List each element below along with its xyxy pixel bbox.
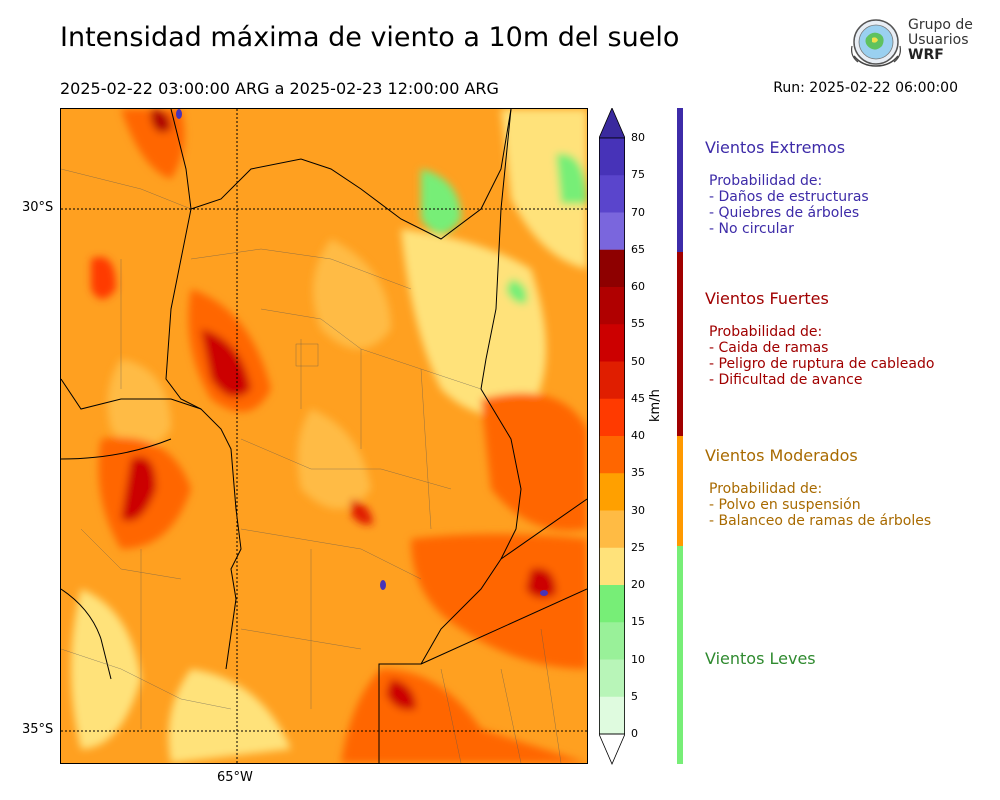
category-items: - Polvo en suspensión - Balanceo de rama… [705,497,931,529]
logo-text-wrf: WRF [908,47,944,63]
category-item: - Polvo en suspensión [709,497,861,513]
light-category-bar [677,546,683,764]
category-item: - Daños de estructuras [709,189,869,205]
colorbar-segment [599,547,625,586]
colorbar-segment [599,659,625,698]
category-strong: Vientos Fuertes Probabilidad de: - Caida… [705,289,934,388]
colorbar-segment [599,398,625,437]
globe-logo-icon [851,19,901,67]
category-title: Vientos Extremos [705,138,846,157]
colorbar-gradient [598,106,626,766]
category-extreme: Vientos Extremos Probabilidad de: - Daño… [705,138,869,237]
category-heading: Probabilidad de: [709,324,823,340]
colorbar-tick-label: 60 [631,280,645,293]
colorbar-tick-label: 45 [631,391,645,405]
category-title: Vientos Fuertes [705,289,829,308]
extreme-category-bar [677,108,683,252]
colorbar-tick-label: 70 [631,205,645,219]
lat-label-30s: 30°S [22,200,54,215]
category-item: - Dificultad de avance [709,372,863,388]
lon-label-65w: 65°W [217,770,253,785]
colorbar-tick-label: 20 [631,578,645,591]
colorbar-unit-label: km/h [648,389,663,422]
colorbar-tick-label: 10 [631,652,645,666]
colorbar-tick-label: 80 [631,131,645,144]
category-items: - Caida de ramas - Peligro de ruptura de… [705,340,934,388]
colorbar-segment [599,324,625,362]
colorbar-segment [599,175,625,213]
grupo-usuarios-wrf-logo: Grupo de Usuarios WRF [848,16,978,72]
category-light: Vientos Leves [705,649,816,668]
category-item: - Caida de ramas [709,340,829,356]
lat-label-35s: 35°S [22,722,54,737]
colorbar-segment [599,696,625,735]
colorbar-tick-label: 55 [631,317,645,331]
category-item: - Quiebres de árboles [709,205,860,221]
colorbar-segment [599,249,625,288]
colorbar-tick-label: 30 [631,503,645,517]
colorbar-tick-label: 25 [631,540,645,554]
colorbar-extend-bottom [598,733,626,766]
colorbar-tick-label: 75 [631,168,645,182]
colorbar-segment [599,473,625,511]
colorbar-segment [599,138,625,176]
run-timestamp: Run: 2025-02-22 06:00:00 [773,80,958,96]
colorbar-segment [599,436,625,474]
colorbar-segment [599,585,625,623]
category-heading: Probabilidad de: [709,481,823,497]
colorbar-tick-label: 50 [631,354,645,368]
colorbar-tick-label: 5 [631,689,638,703]
map-title: Intensidad máxima de viento a 10m del su… [60,22,680,53]
category-item: - Balanceo de ramas de árboles [709,513,932,529]
category-heading: Probabilidad de: [709,173,823,189]
colorbar-segment [599,622,625,660]
colorbar-segment [599,361,625,400]
wind-map [60,108,588,764]
strong-category-bar [677,252,683,436]
colorbar-extend-top [598,106,626,139]
category-item: - Peligro de ruptura de cableado [709,356,935,372]
logo-text-line2: Usuarios [908,32,969,48]
colorbar-tick-label: 35 [631,466,645,480]
moderate-category-bar [677,436,683,546]
colorbar-tick-label: 0 [631,727,638,740]
category-title: Vientos Moderados [705,446,858,465]
colorbar-segment [599,287,625,325]
colorbar-tick-label: 65 [631,242,645,256]
colorbar [598,106,626,772]
colorbar-segment [599,510,625,549]
category-moderate: Vientos Moderados Probabilidad de: - Pol… [705,446,931,529]
category-item: - No circular [709,221,794,237]
category-title: Vientos Leves [705,649,816,668]
colorbar-segment [599,212,625,251]
wind-field-map [60,108,588,764]
category-items: - Daños de estructuras - Quiebres de árb… [705,189,869,237]
forecast-period: 2025-02-22 03:00:00 ARG a 2025-02-23 12:… [60,79,499,98]
logo-text-line1: Grupo de [908,17,973,33]
colorbar-tick-label: 40 [631,429,645,442]
colorbar-tick-label: 15 [631,615,645,629]
